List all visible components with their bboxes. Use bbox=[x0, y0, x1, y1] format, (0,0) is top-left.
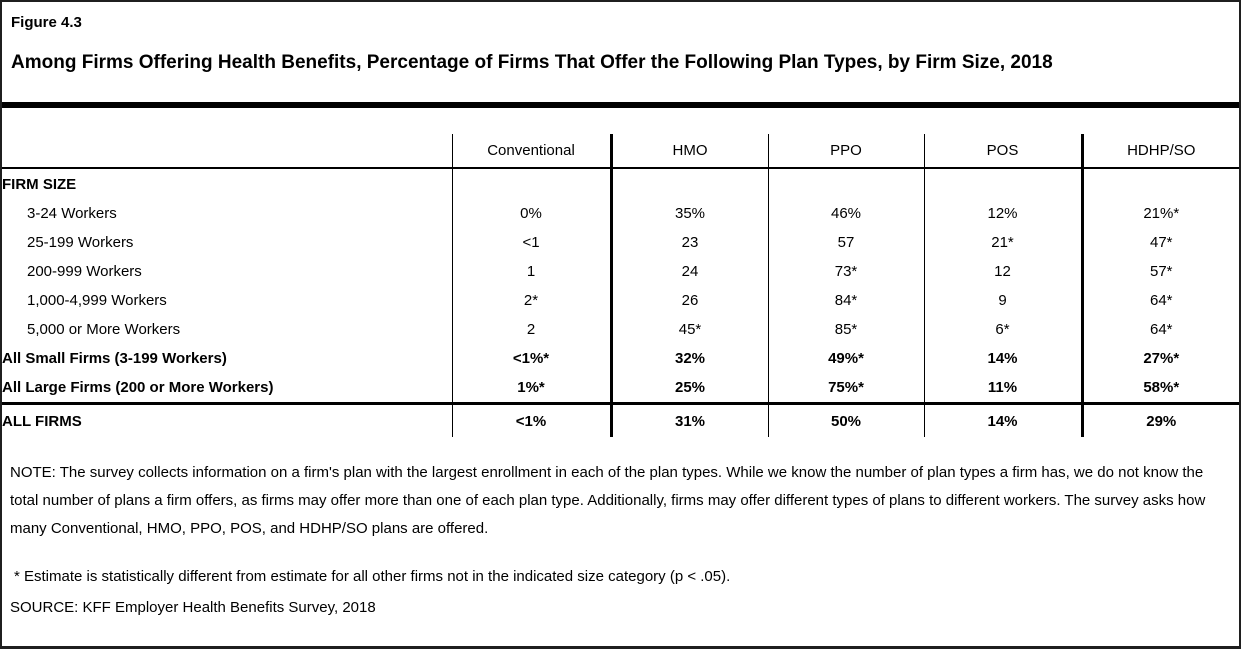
table-row: 25-199 Workers <1 23 57 21* 47* bbox=[2, 228, 1239, 257]
table-cell: 85* bbox=[767, 315, 924, 344]
table-cell: 57 bbox=[767, 228, 924, 257]
table-cell: 75%* bbox=[767, 373, 924, 404]
title-rule bbox=[2, 102, 1239, 108]
footnote-text: * Estimate is statistically different fr… bbox=[14, 568, 731, 585]
table-row: 200-999 Workers 1 24 73* 12 57* bbox=[2, 257, 1239, 286]
table-cell: 21* bbox=[923, 228, 1082, 257]
column-header-pos: POS bbox=[923, 134, 1082, 169]
table-cell: 12% bbox=[923, 199, 1082, 228]
table-cell: 14% bbox=[923, 402, 1082, 437]
table-cell: 35% bbox=[609, 199, 768, 228]
column-header-hmo: HMO bbox=[609, 134, 768, 169]
row-label: 1,000-4,999 Workers bbox=[27, 292, 167, 309]
figure-title: Among Firms Offering Health Benefits, Pe… bbox=[11, 52, 1053, 73]
table-cell: 46% bbox=[767, 199, 924, 228]
table-cell: 26 bbox=[609, 286, 768, 315]
plan-types-table: Conventional HMO PPO POS HDHP/SO FIRM SI… bbox=[2, 134, 1239, 437]
table-row-all-firms: ALL FIRMS <1% 31% 50% 14% 29% bbox=[2, 402, 1239, 437]
table-cell: 6* bbox=[923, 315, 1082, 344]
row-label: 25-199 Workers bbox=[27, 234, 134, 251]
table-cell: 47* bbox=[1080, 228, 1239, 257]
table-cell: 9 bbox=[923, 286, 1082, 315]
column-header-conventional: Conventional bbox=[451, 134, 611, 169]
row-label: All Small Firms (3-199 Workers) bbox=[2, 350, 227, 367]
table-row: 5,000 or More Workers 2 45* 85* 6* 64* bbox=[2, 315, 1239, 344]
table-cell: 1%* bbox=[451, 373, 611, 404]
table-cell bbox=[451, 168, 611, 199]
table-cell bbox=[923, 168, 1082, 199]
table-cell: 1 bbox=[451, 257, 611, 286]
section-header-row: FIRM SIZE bbox=[2, 168, 1239, 199]
column-header-ppo: PPO bbox=[767, 134, 924, 169]
table-cell: <1% bbox=[451, 402, 611, 437]
figure-label: Figure 4.3 bbox=[11, 14, 82, 31]
table-header-row: Conventional HMO PPO POS HDHP/SO bbox=[2, 134, 1239, 169]
section-header-label: FIRM SIZE bbox=[2, 175, 77, 193]
table-cell: 57* bbox=[1080, 257, 1239, 286]
table-row: 3-24 Workers 0% 35% 46% 12% 21%* bbox=[2, 199, 1239, 228]
table-cell: 25% bbox=[609, 373, 768, 404]
table-cell: 2 bbox=[451, 315, 611, 344]
table-cell: <1%* bbox=[451, 344, 611, 373]
table-cell: <1 bbox=[451, 228, 611, 257]
table-cell: 31% bbox=[609, 402, 768, 437]
table-cell: 50% bbox=[767, 402, 924, 437]
table-cell: 24 bbox=[609, 257, 768, 286]
header-spacer-cell bbox=[2, 134, 452, 169]
table-row-all-small-firms: All Small Firms (3-199 Workers) <1%* 32%… bbox=[2, 344, 1239, 373]
row-label: ALL FIRMS bbox=[2, 402, 452, 437]
source-text: SOURCE: KFF Employer Health Benefits Sur… bbox=[10, 599, 376, 616]
table-cell: 58%* bbox=[1080, 373, 1239, 404]
table-cell: 23 bbox=[609, 228, 768, 257]
table-cell: 45* bbox=[609, 315, 768, 344]
table-cell bbox=[609, 168, 768, 199]
table-cell: 2* bbox=[451, 286, 611, 315]
column-header-hdhp-so: HDHP/SO bbox=[1080, 134, 1239, 169]
table-row-all-large-firms: All Large Firms (200 or More Workers) 1%… bbox=[2, 373, 1239, 404]
row-label: 200-999 Workers bbox=[27, 263, 142, 280]
note-text: NOTE: The survey collects information on… bbox=[10, 464, 1206, 537]
row-label: All Large Firms (200 or More Workers) bbox=[2, 379, 274, 396]
table-cell: 64* bbox=[1080, 315, 1239, 344]
table-cell: 21%* bbox=[1080, 199, 1239, 228]
table-cell: 27%* bbox=[1080, 344, 1239, 373]
table-cell: 29% bbox=[1080, 402, 1239, 437]
table-cell: 32% bbox=[609, 344, 768, 373]
table-cell bbox=[1080, 168, 1239, 199]
table-cell: 12 bbox=[923, 257, 1082, 286]
table-cell: 84* bbox=[767, 286, 924, 315]
table-cell bbox=[767, 168, 924, 199]
table-cell: 73* bbox=[767, 257, 924, 286]
table-cell: 11% bbox=[923, 373, 1082, 404]
table-cell: 14% bbox=[923, 344, 1082, 373]
table-cell: 64* bbox=[1080, 286, 1239, 315]
table-row: 1,000-4,999 Workers 2* 26 84* 9 64* bbox=[2, 286, 1239, 315]
row-label: 5,000 or More Workers bbox=[27, 321, 181, 338]
table-cell: 49%* bbox=[767, 344, 924, 373]
table-cell: 0% bbox=[451, 199, 611, 228]
row-label: 3-24 Workers bbox=[27, 205, 117, 222]
